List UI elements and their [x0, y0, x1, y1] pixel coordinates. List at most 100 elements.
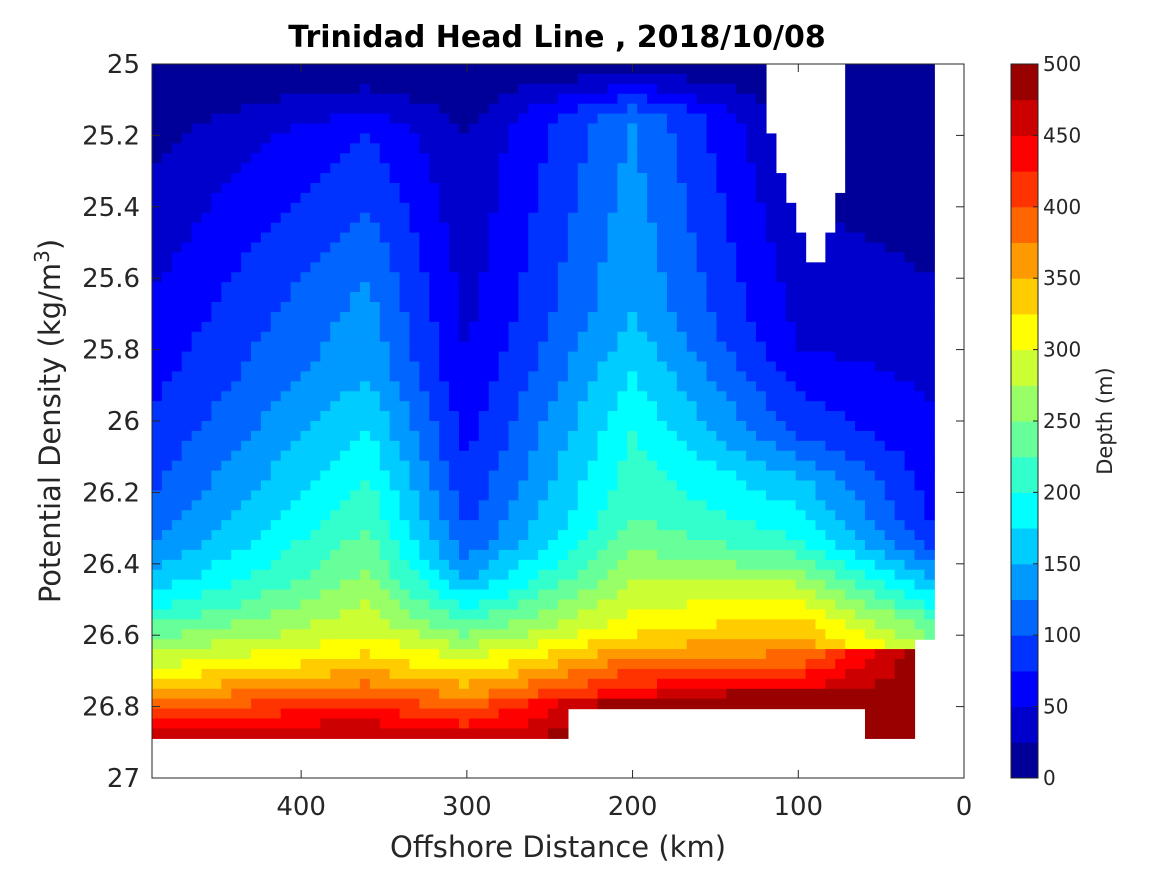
- contour-cell: [805, 540, 836, 551]
- contour-cell: [152, 93, 282, 105]
- y-tick-label: 26.8: [82, 693, 140, 723]
- contour-cell: [864, 599, 896, 611]
- contour-cell: [845, 183, 935, 194]
- contour-cell: [152, 381, 163, 392]
- contour-cell: [300, 272, 401, 283]
- contour-cell: [746, 143, 777, 154]
- contour-cell: [548, 411, 579, 422]
- contour-cell: [587, 391, 619, 402]
- contour-cell: [280, 391, 341, 402]
- contour-cell: [835, 569, 866, 581]
- contour-cell: [775, 272, 935, 283]
- contour-cell: [845, 480, 886, 492]
- y-tick-label: 27: [107, 764, 140, 794]
- contour-cell: [350, 292, 371, 303]
- contour-cell: [270, 133, 361, 144]
- contour-cell: [409, 123, 460, 135]
- contour-cell: [429, 292, 460, 303]
- contour-cell: [191, 123, 292, 135]
- contour-cell: [231, 688, 440, 700]
- contour-cell: [379, 143, 420, 154]
- contour-cell: [528, 371, 569, 382]
- contour-cell: [152, 401, 213, 412]
- contour-cell: [330, 331, 381, 343]
- contour-cell: [647, 192, 688, 204]
- contour-cell: [785, 530, 826, 541]
- contour-cell: [874, 430, 935, 442]
- contour-cell: [379, 540, 401, 551]
- contour-cell: [439, 212, 490, 224]
- contour-cell: [270, 470, 321, 482]
- contour-cell: [409, 659, 510, 670]
- contour-cell: [894, 569, 925, 581]
- contour-cell: [359, 282, 371, 293]
- contour-cell: [449, 381, 490, 392]
- contour-cell: [845, 143, 935, 154]
- contour-cell: [864, 718, 916, 730]
- contour-cell: [449, 460, 500, 472]
- contour-cell: [478, 421, 510, 432]
- contour-cell: [558, 619, 609, 630]
- contour-cell: [399, 639, 450, 650]
- contour-cell: [359, 430, 371, 442]
- contour-cell: [567, 520, 599, 531]
- contour-cell: [904, 520, 935, 531]
- contour-cell: [825, 242, 886, 254]
- contour-cell: [617, 202, 648, 214]
- contour-cell: [152, 311, 213, 323]
- contour-cell: [458, 282, 480, 293]
- y-tick-label: 26: [107, 407, 140, 437]
- contour-cell: [617, 559, 737, 571]
- contour-cell: [508, 331, 549, 343]
- contour-cell: [805, 599, 836, 611]
- contour-cell: [538, 589, 579, 601]
- contour-cell: [409, 530, 430, 541]
- contour-cell: [181, 133, 272, 144]
- contour-cell: [439, 540, 460, 551]
- contour-cell: [577, 421, 609, 432]
- contour-cell: [874, 559, 906, 571]
- contour-cell: [429, 470, 450, 482]
- contour-cell: [251, 540, 292, 551]
- contour-cell: [627, 381, 638, 392]
- contour-cell: [439, 549, 460, 561]
- contour-cell: [379, 609, 411, 620]
- contour-cell: [478, 411, 519, 422]
- contour-cell: [498, 520, 529, 531]
- contour-cell: [270, 520, 321, 531]
- contour-cell: [251, 242, 331, 254]
- contour-cell: [597, 579, 628, 591]
- contour-cell: [528, 381, 559, 392]
- contour-cell: [528, 232, 569, 244]
- contour-cell: [211, 480, 262, 492]
- x-tick-label: 200: [608, 792, 658, 822]
- contour-cell: [399, 579, 430, 591]
- contour-cell: [756, 93, 767, 105]
- contour-cell: [419, 242, 450, 254]
- contour-cell: [736, 272, 777, 283]
- contour-cell: [518, 272, 559, 283]
- contour-cell: [657, 222, 688, 234]
- contour-cell: [152, 609, 203, 620]
- contour-cell: [845, 93, 935, 105]
- contour-cell: [676, 311, 718, 323]
- contour-cell: [567, 668, 619, 680]
- colorbar-segment: [1011, 349, 1038, 386]
- contour-cell: [607, 490, 688, 501]
- contour-cell: [805, 391, 925, 402]
- contour-cell: [518, 311, 549, 323]
- colorbar-segment: [1011, 492, 1038, 529]
- contour-cell: [152, 470, 163, 482]
- y-axis-label-close: ): [33, 239, 67, 250]
- contour-cell: [845, 123, 935, 135]
- contour-cell: [567, 549, 599, 561]
- contour-cell: [548, 331, 579, 343]
- contour-cell: [320, 252, 391, 263]
- contour-cell: [419, 549, 440, 561]
- contour-cell: [241, 599, 302, 611]
- contour-cell: [330, 549, 381, 561]
- contour-cell: [676, 381, 718, 392]
- contour-cell: [874, 678, 916, 690]
- contour-cell: [855, 609, 896, 620]
- contour-cell: [231, 549, 282, 561]
